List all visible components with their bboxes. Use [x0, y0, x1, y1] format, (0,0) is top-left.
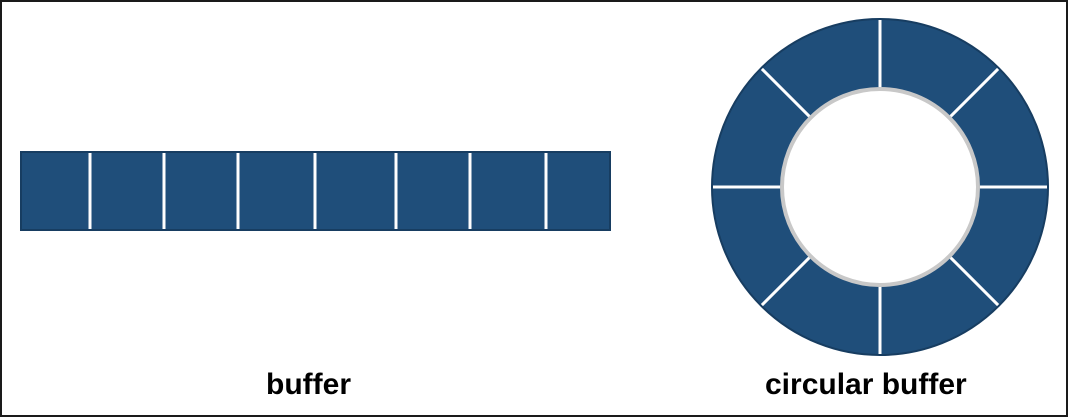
linear-buffer	[20, 151, 611, 231]
linear-buffer-caption: buffer	[266, 368, 351, 401]
circular-buffer-divider	[760, 67, 811, 118]
circular-buffer-divider	[760, 256, 811, 307]
circular-buffer-hole	[780, 87, 980, 287]
circular-buffer-divider	[949, 256, 1000, 307]
linear-buffer-dividers	[88, 153, 548, 229]
circular-buffer	[711, 18, 1049, 356]
circular-buffer-divider	[949, 67, 1000, 118]
circular-buffer-caption: circular buffer	[765, 368, 967, 401]
circular-buffer-dividers	[713, 20, 1047, 354]
